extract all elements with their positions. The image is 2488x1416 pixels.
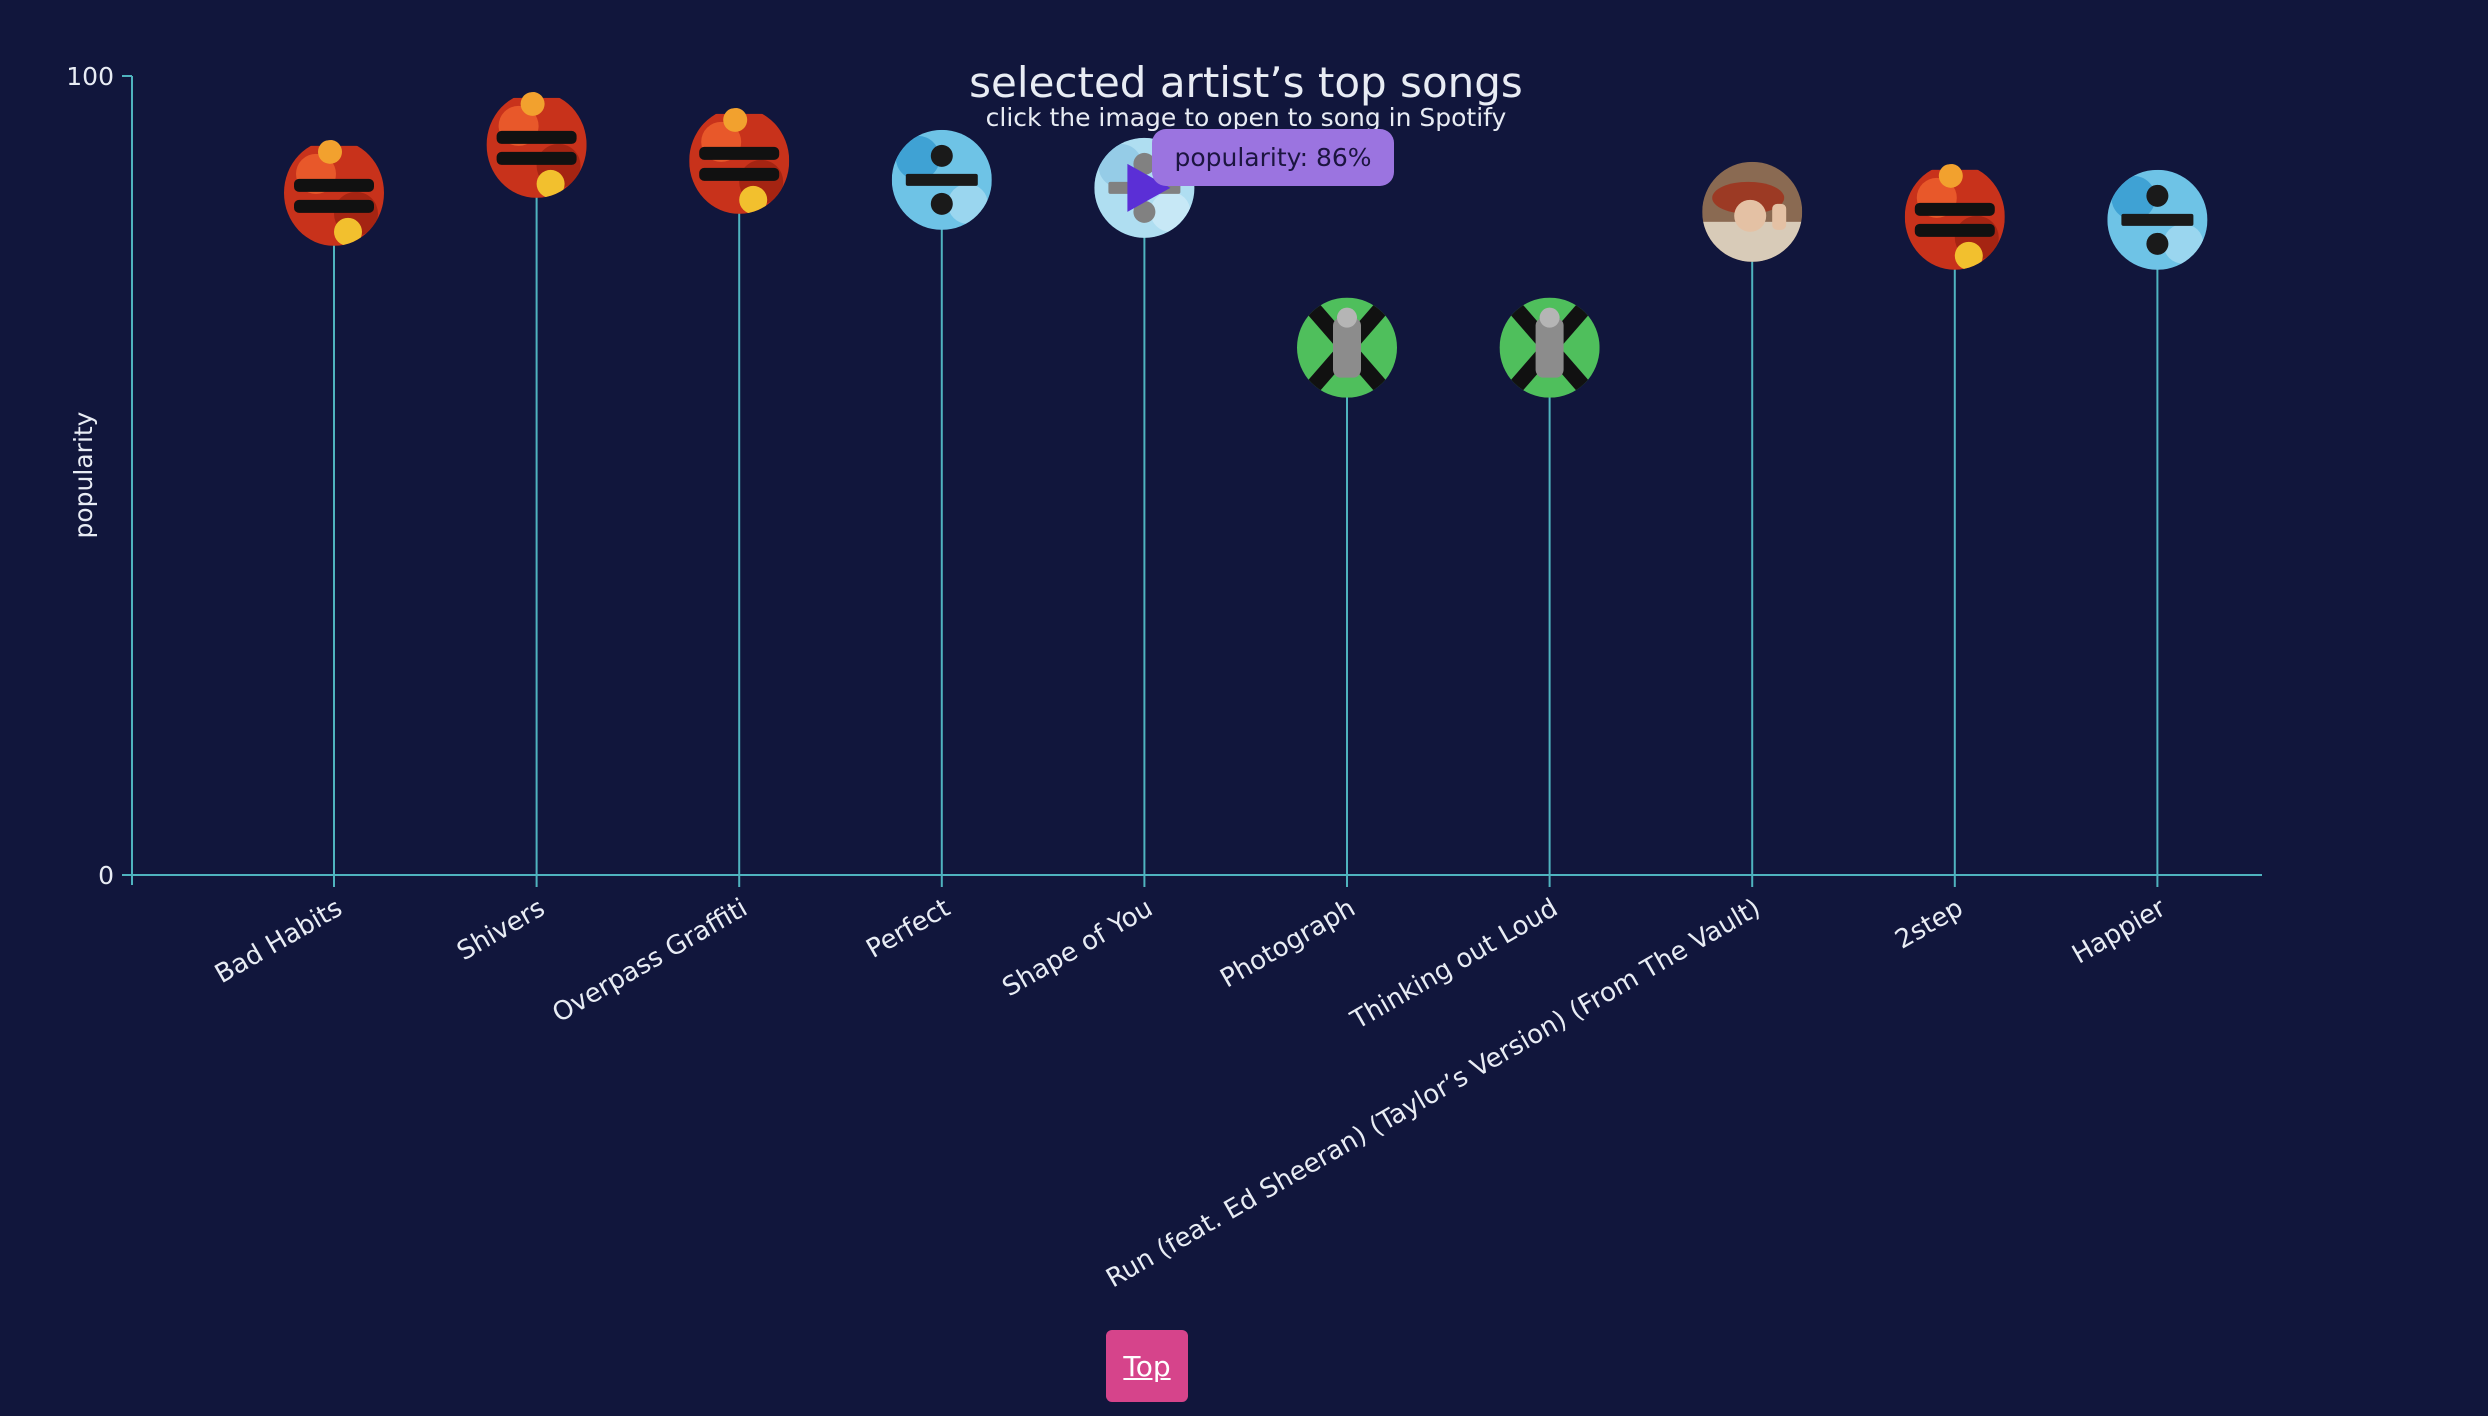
x-tick-label: Perfect (861, 893, 955, 965)
art-texture (947, 183, 988, 224)
chart-title: selected artist’s top songs (969, 58, 1523, 107)
top-button[interactable]: Top (1106, 1330, 1188, 1402)
album-art-clip (689, 107, 790, 214)
art-texture (2111, 175, 2156, 220)
equals-bar (294, 178, 374, 192)
art-texture (334, 217, 362, 246)
art-texture (1938, 163, 1963, 188)
song-art-button[interactable] (2107, 169, 2208, 270)
art-figure (1535, 317, 1564, 378)
album-art-clip (891, 129, 992, 230)
art-texture (2163, 223, 2204, 264)
divide-bar (905, 173, 978, 186)
x-tick-label: 2step (1890, 893, 1968, 955)
x-tick-label: Overpass Graffiti (547, 893, 752, 1029)
x-tick-label: Run (feat. Ed Sheeran) (Taylor’s Version… (1101, 893, 1765, 1294)
play-icon (1127, 163, 1171, 212)
equals-bar (699, 146, 780, 160)
art-texture (723, 107, 748, 132)
divide-bar (2121, 213, 2194, 226)
art-texture (318, 139, 342, 164)
divide-dot (1133, 200, 1156, 223)
song-art-button[interactable] (486, 91, 587, 198)
song-art-button[interactable] (891, 129, 992, 230)
axes: 100 0 (66, 62, 2262, 890)
equals-bar (294, 199, 374, 213)
art-figure (1333, 317, 1361, 378)
x-tick-label: Photograph (1215, 893, 1360, 994)
album-art-clip (284, 139, 384, 246)
y-axis-label: popularity (69, 411, 98, 538)
art-figure (1337, 307, 1357, 328)
art-face (1734, 199, 1767, 232)
song-art-button[interactable] (1499, 297, 1600, 398)
art-texture (1150, 191, 1191, 232)
divide-dot (1133, 152, 1156, 175)
divide-dot (2146, 232, 2169, 255)
x-tick-label: Bad Habits (210, 893, 348, 990)
y-tick-label: 0 (98, 861, 114, 890)
song-art-button[interactable] (1904, 163, 2005, 270)
album-art-clip (1297, 297, 1397, 398)
art-texture (520, 91, 545, 116)
y-tick-label: 100 (66, 62, 114, 91)
stems-group (333, 147, 2159, 887)
equals-bar (1914, 202, 1995, 216)
album-art-group[interactable] (284, 91, 2208, 398)
x-tick-label: Shivers (452, 893, 550, 967)
art-texture (536, 169, 565, 198)
equals-bar (496, 130, 577, 144)
art-texture (739, 185, 768, 214)
album-art-clip (1499, 297, 1600, 398)
divide-dot (930, 192, 953, 215)
x-tick-label: Thinking out Loud (1345, 893, 1563, 1036)
divide-dot (2146, 184, 2169, 207)
art-hat (1712, 181, 1785, 214)
x-tick-label: Shape of You (998, 893, 1158, 1003)
album-art-clip (1904, 163, 2005, 270)
equals-bar (1914, 223, 1995, 237)
art-texture (895, 135, 940, 180)
divide-dot (930, 144, 953, 167)
popularity-tooltip: popularity: 86% (1152, 129, 1394, 186)
album-art-clip (2107, 169, 2208, 270)
song-art-button[interactable] (1702, 161, 1803, 262)
album-art-clip (486, 91, 587, 198)
equals-bar (496, 151, 577, 165)
art-figure (1539, 307, 1560, 328)
album-art-clip (1702, 161, 1803, 262)
song-art-button[interactable] (689, 107, 790, 214)
chart-subtitle: click the image to open to song in Spoti… (986, 103, 1507, 132)
x-tick-label: Happier (2067, 893, 2171, 970)
art-hand (1772, 203, 1787, 230)
equals-bar (699, 167, 780, 181)
song-art-button[interactable] (1297, 297, 1397, 398)
song-art-button[interactable] (284, 139, 384, 246)
art-texture (1954, 241, 1983, 270)
